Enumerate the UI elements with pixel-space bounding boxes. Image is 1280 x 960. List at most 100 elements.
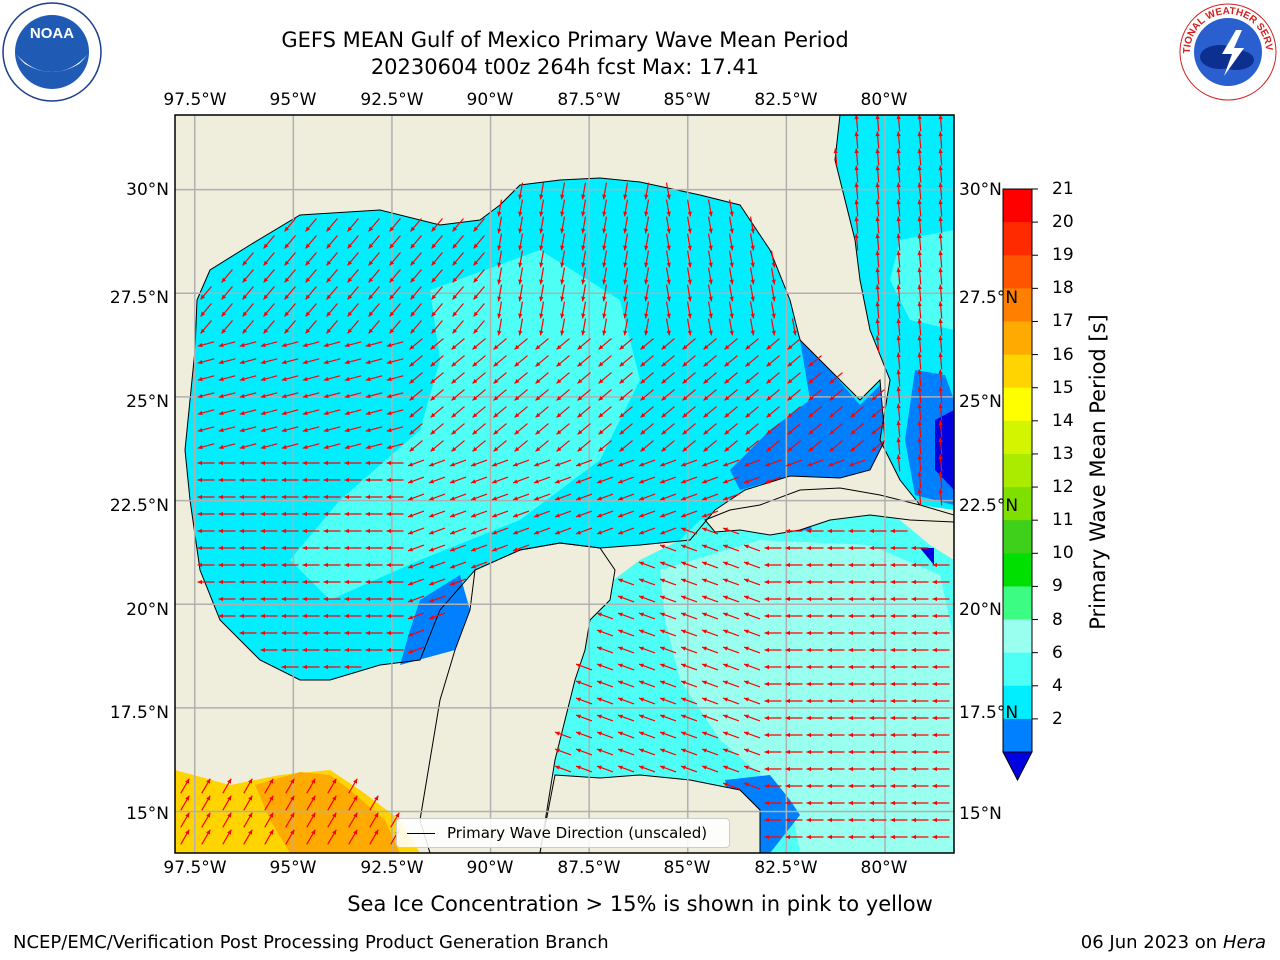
wave-arrow-head — [938, 318, 943, 324]
wave-arrow-head — [806, 647, 812, 653]
wave-arrow-head — [702, 595, 707, 600]
wave-arrow-head — [281, 359, 287, 365]
wave-arrow-head — [724, 344, 730, 350]
wave-arrow-head — [260, 596, 266, 602]
wave-arrow-head — [347, 260, 353, 266]
wave-arrow-head — [640, 378, 646, 384]
wave-arrow-head — [806, 596, 812, 602]
wave-arrow-head — [806, 579, 812, 585]
wave-arrow-head — [218, 359, 224, 365]
wave-arrow-head — [227, 778, 232, 784]
colorbar-segment — [1003, 321, 1032, 356]
wave-arrow-head — [260, 579, 266, 585]
wave-arrow-head — [785, 630, 791, 636]
wave-arrow-head — [218, 613, 224, 619]
wave-arrow-head — [618, 663, 623, 668]
wave-arrow-head — [911, 715, 917, 721]
wave-arrow-head — [323, 359, 329, 365]
wave-arrow-head — [702, 561, 707, 566]
wave-arrow-head — [534, 496, 539, 501]
wave-arrow-head — [368, 226, 374, 232]
wave-arrow-head — [729, 296, 734, 302]
wave-arrow-head — [389, 260, 395, 266]
wave-arrow-head — [218, 410, 224, 416]
wave-arrow-head — [389, 311, 395, 317]
wave-arrow-head — [764, 783, 770, 789]
campeche-low — [400, 575, 470, 665]
wave-arrow-head — [410, 277, 416, 283]
wave-arrow-head — [687, 228, 692, 234]
wave-arrow-head — [785, 834, 791, 840]
wave-arrow-head — [602, 296, 607, 302]
wave-arrow-head — [260, 410, 266, 416]
wave-arrow-head — [702, 496, 707, 501]
wave-arrow-head — [386, 528, 392, 534]
wave-arrow-head — [869, 596, 875, 602]
wave-arrow-head — [197, 579, 203, 585]
wave-arrow-head — [472, 446, 478, 452]
wave-arrow-head — [513, 530, 518, 535]
wave-arrow-head — [374, 795, 379, 801]
wave-arrow-head — [666, 262, 671, 268]
wave-arrow-head — [218, 427, 224, 433]
wave-arrow-head — [471, 547, 476, 552]
wave-arrow-head — [896, 199, 901, 205]
wave-arrow-head — [218, 342, 224, 348]
wave-arrow-head — [513, 479, 518, 484]
wave-arrow-head — [429, 615, 434, 620]
wave-arrow-head — [640, 344, 646, 350]
wave-arrow-head — [344, 359, 350, 365]
colorbar-segment — [1003, 685, 1032, 720]
wave-arrow-head — [576, 513, 581, 518]
wave-arrow-head — [917, 335, 922, 341]
wave-arrow-head — [827, 732, 833, 738]
wave-arrow-head — [785, 715, 791, 721]
wave-arrow-head — [429, 598, 434, 603]
wave-arrow-head — [917, 420, 922, 426]
wave-arrow-head — [932, 664, 938, 670]
wave-arrow-head — [450, 462, 455, 467]
wave-arrow-head — [305, 328, 311, 334]
wave-arrow-head — [848, 817, 854, 823]
wave-arrow-head — [623, 279, 628, 285]
wave-arrow-head — [639, 697, 644, 702]
wave-arrow-head — [850, 446, 856, 452]
wave-arrow-head — [597, 748, 602, 753]
wave-arrow-head — [702, 479, 707, 484]
wave-arrow-head — [597, 629, 602, 634]
wave-arrow-head — [724, 361, 730, 367]
wave-arrow-head — [911, 579, 917, 585]
wave-arrow-head — [766, 344, 772, 350]
wave-arrow-head — [471, 462, 476, 467]
wave-arrow-head — [785, 817, 791, 823]
wave-arrow-head — [890, 562, 896, 568]
wave-arrow-head — [875, 199, 880, 205]
wave-arrow-head — [723, 680, 728, 685]
wave-arrow-head — [848, 562, 854, 568]
wave-arrow-head — [703, 429, 709, 435]
wave-arrow-head — [917, 471, 922, 477]
colorbar-segment — [1003, 222, 1032, 256]
lat-label-right: 25°N — [959, 392, 1002, 412]
wave-arrow-head — [848, 783, 854, 789]
wave-arrow-head — [239, 511, 245, 517]
wave-arrow-head — [260, 342, 266, 348]
wave-arrow-head — [766, 395, 772, 401]
wave-arrow-head — [197, 444, 203, 450]
wave-arrow-head — [410, 328, 416, 334]
wave-arrow-head — [473, 243, 479, 249]
wave-arrow-head — [785, 783, 791, 789]
wave-arrow-head — [639, 462, 644, 467]
wave-arrow-head — [408, 632, 413, 637]
wave-arrow-head — [560, 296, 565, 302]
wave-arrow-head — [323, 664, 329, 670]
wave-arrow-head — [197, 460, 203, 466]
wave-arrow-head — [386, 647, 392, 653]
wave-arrow-head — [827, 528, 833, 534]
wave-arrow-head — [353, 795, 358, 801]
wave-arrow-head — [890, 800, 896, 806]
wave-arrow-head — [451, 446, 457, 452]
wave-arrow-head — [827, 613, 833, 619]
wave-arrow-head — [890, 613, 896, 619]
wave-arrow-head — [598, 412, 604, 418]
